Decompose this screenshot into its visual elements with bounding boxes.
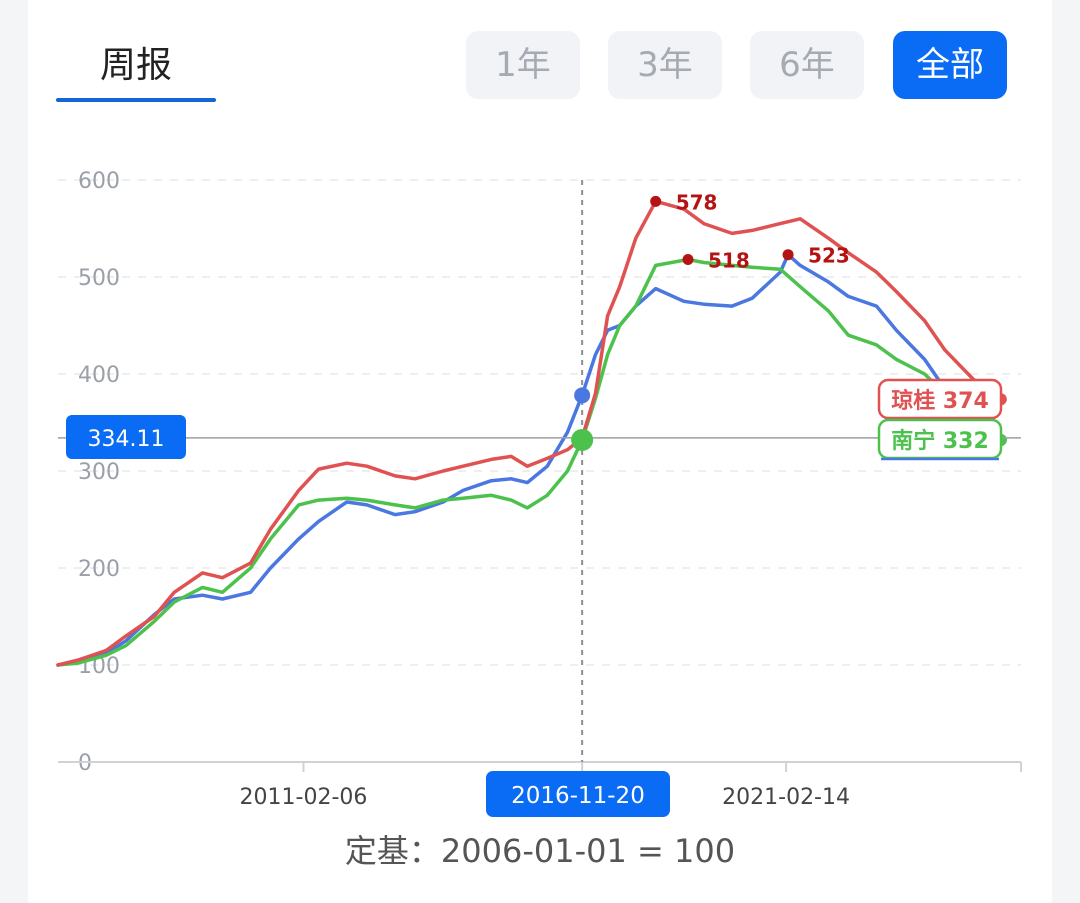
y-tick-label: 600 [78,169,120,194]
tab-weekly-report[interactable]: 周报 [56,36,216,98]
peak-marker [782,249,794,261]
crosshair-y-box [66,415,186,459]
y-tick-label: 400 [78,363,120,388]
caption-prefix: 定基： [344,832,441,870]
series-line [56,199,1003,667]
end-label-box [877,378,1003,420]
caption-base: 2006-01-01 = 100 [440,832,736,870]
crosshair-x-label: 2016-11-20 [511,783,645,809]
series-line [56,257,1003,667]
peak-marker [650,195,662,207]
y-tick-label: 0 [78,751,92,776]
range-button-1y[interactable]: 1年 [466,31,580,99]
peak-label: 523 [808,244,850,268]
series-line [56,252,1003,667]
crosshair-point [574,387,591,404]
end-label: 南宁 332 [891,428,989,454]
crosshair-point [571,428,594,451]
tab-label: 周报 [99,45,172,86]
range-button-all[interactable]: 全部 [893,31,1007,99]
y-tick-label: 300 [78,460,120,485]
crosshair-x-box [486,771,670,817]
y-tick-label: 500 [78,266,120,291]
base-caption: 定基：2006-01-01 = 100 [0,826,1080,872]
y-tick-label: 200 [78,557,120,582]
tab-underline [56,98,216,102]
crosshair-y-label: 334.11 [88,427,165,452]
x-tick-label: 2011-02-06 [240,785,368,810]
end-label: 琼桂 374 [891,388,989,414]
peak-label: 518 [708,249,750,273]
peak-marker [682,254,694,266]
range-button-6y[interactable]: 6年 [750,31,864,99]
range-button-3y[interactable]: 3年 [608,31,722,99]
peak-label: 578 [676,190,718,214]
x-tick-label: 2021-02-14 [722,785,850,810]
